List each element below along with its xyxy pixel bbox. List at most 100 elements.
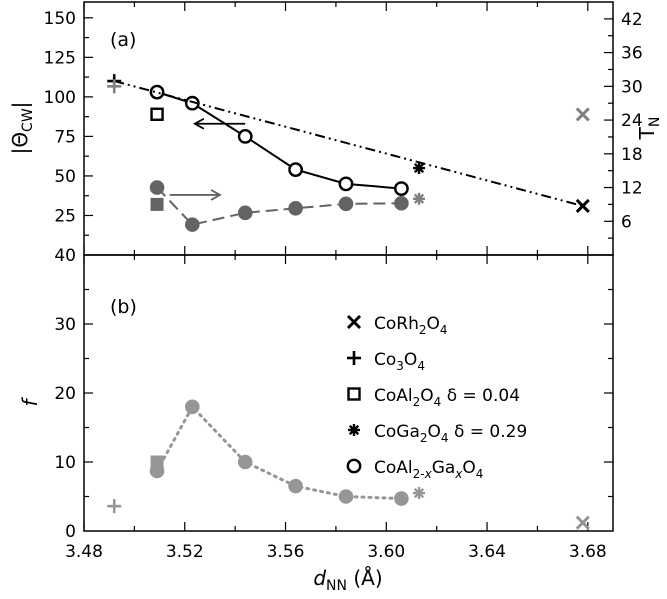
y-tick-label-a-left: 150 (44, 9, 76, 29)
series-a-point-circle-filled (149, 180, 165, 195)
series-b-point-circle-filled (185, 399, 200, 415)
x-axis-title: dNN (Å) (313, 566, 382, 594)
ylabel-right-sub: N (647, 117, 663, 127)
series-b-point-x-stroke (575, 515, 590, 530)
panel-b: (b) f dNN (Å) 3.48 3.52 3.56 3.60 3.64 3.68 0 1… (18, 246, 614, 594)
legend-label-part: O (428, 422, 441, 442)
series-a-point-circle-filled-shape (237, 205, 253, 221)
series-a-point-circle-shape (237, 129, 253, 144)
series-a-point-circle (393, 181, 409, 196)
legend-label: CoAl2-xGaxO4 (374, 458, 483, 481)
x-tick-label: 3.64 (468, 542, 506, 562)
y-tick-label-a-left: 75 (54, 127, 76, 147)
legend-label-part: δ = 0.04 (441, 386, 520, 406)
y-tick-label-b: 0 (65, 522, 76, 542)
panel-a-left-axis-title: |ΘCW| (8, 102, 36, 155)
series-b-point-circle-filled (288, 478, 303, 494)
legend-marker-asterisk (348, 424, 360, 436)
series-a-point-x (575, 198, 590, 214)
legend-label-part: CoRh (374, 314, 419, 334)
series-a-point-circle-filled-shape (394, 195, 409, 211)
ylabel-left-close: | (8, 102, 32, 109)
x-tick-label: 3.60 (367, 542, 405, 562)
series-b-point-asterisk (413, 487, 426, 500)
legend-label-part: x (454, 467, 463, 481)
series-a-point-x-stroke (575, 107, 590, 122)
series-b-point-circle-filled-shape (288, 478, 303, 494)
series-a-line-2 (113, 80, 584, 207)
series-a-point-circle-shape (393, 181, 409, 196)
series-b-line-0 (155, 404, 403, 501)
legend-label-part: O (462, 458, 475, 478)
series-a-point-circle-filled (185, 217, 200, 232)
legend-marker-x (346, 314, 362, 330)
series-b-point-circle-filled-shape (237, 454, 253, 470)
panel-a-label: (a) (110, 29, 136, 51)
series-a-point-square-filled (150, 197, 164, 211)
y-tick-label-a-left: 125 (44, 48, 76, 68)
y-tick-label-a-right: 6 (621, 212, 632, 232)
series-a-point-square-shape (150, 107, 164, 121)
legend-label-part: 4 (476, 467, 484, 481)
legend-label-part: 3 (396, 359, 404, 373)
series-b-point-x (575, 515, 590, 530)
legend-label: CoGa2O4 δ = 0.29 (374, 422, 527, 445)
series-a-point-circle-filled (288, 201, 303, 216)
series-a-point-square-filled-shape (150, 197, 164, 211)
series-a-point-asterisk-stroke (413, 162, 425, 174)
legend-label-part: 2 (413, 395, 421, 409)
series-a-point-circle-shape (288, 162, 303, 178)
ylabel-right-main: T (635, 126, 659, 140)
y-tick-label-a-left: 25 (54, 206, 76, 226)
y-tick-label-a-right: 24 (621, 111, 643, 131)
y-tick-label-a-right: 12 (621, 179, 643, 199)
series-a-point-circle (288, 162, 303, 178)
legend-marker-square (347, 387, 361, 401)
y-tick-label-b: 20 (54, 384, 76, 404)
legend-marker-square-shape (347, 387, 361, 401)
series-b-point-square-filled (150, 455, 164, 469)
legend-marker-asterisk-stroke (348, 424, 360, 436)
ylabel-left-sub: CW (20, 108, 36, 132)
panel-a: (a) |ΘCW| TN 25 50 75 100 125 150 6 12 18 24 30 36 4… (8, 1, 663, 256)
legend-label-part: Co (374, 350, 396, 370)
series-b-point-square-filled-shape (150, 455, 164, 469)
legend-label-part: x (424, 467, 433, 481)
series-b-point-circle-filled-shape (394, 491, 409, 506)
legend-label-part: CoGa (374, 422, 420, 442)
panel-a-right-axis-title: TN (635, 117, 663, 141)
series-a-point-circle-filled (394, 195, 409, 211)
legend-label: Co3O4 (374, 350, 425, 373)
series-a-point-asterisk (413, 162, 426, 175)
series-a-point-circle-shape (149, 84, 165, 100)
legend-label-part: 2 (420, 431, 428, 445)
series-b-point-asterisk-stroke (413, 487, 425, 499)
legend-label-part: CoAl (374, 386, 413, 406)
series-a-point-circle-filled-shape (288, 201, 303, 216)
legend-label-part: CoAl (374, 458, 413, 478)
series-a-point-circle (338, 176, 354, 192)
series-a-point-circle-filled (237, 205, 253, 221)
series-a-point-circle (149, 84, 165, 100)
panel-b-label: (b) (110, 296, 137, 318)
legend-label-part: 2- (413, 467, 425, 481)
y-tick-label-a-right: 18 (621, 145, 643, 165)
series-a-point-square (150, 107, 164, 121)
series-b-point-circle-filled-shape (338, 489, 354, 504)
y-tick-label-a-left: 100 (44, 88, 76, 108)
series-a-point-circle-filled (338, 196, 354, 212)
legend-label-part: O (404, 350, 417, 370)
arrow-right-head (210, 189, 222, 201)
series-a-line-1 (156, 186, 402, 226)
xlabel-unit: (Å) (347, 566, 383, 590)
x-tick-label: 3.52 (166, 542, 204, 562)
series-a-point-x (575, 107, 590, 122)
legend-label-part: 4 (441, 431, 449, 445)
y-tick-label-a-right: 42 (621, 10, 643, 30)
series-a-point-x-stroke (575, 198, 590, 214)
y-tick-label-a-right: 36 (621, 44, 643, 64)
series-b-point-circle-filled (237, 454, 253, 470)
series-a-point-plus (107, 79, 122, 94)
ylabel-left-main: |Θ (8, 132, 32, 154)
